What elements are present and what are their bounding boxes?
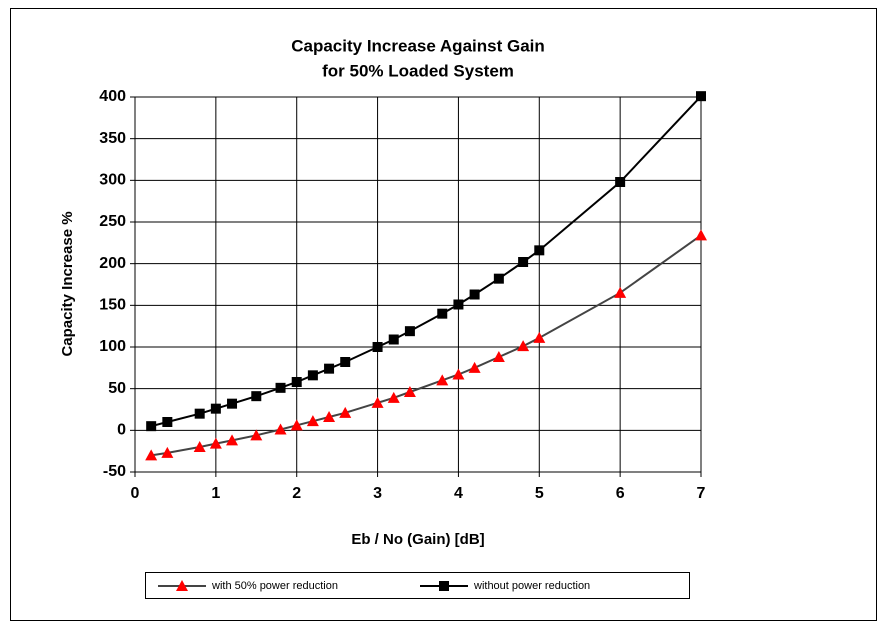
y-tick-label: 400 [99,88,126,105]
y-axis-label: Capacity Increase % [59,211,76,356]
marker [162,417,173,427]
marker [227,398,238,409]
marker [403,386,416,397]
marker [387,391,400,403]
x-tick-label: 6 [616,485,625,502]
marker [493,273,504,284]
x-tick-label: 2 [292,485,301,502]
marker [209,437,222,449]
marker [453,299,464,310]
marker [469,289,480,300]
marker [226,434,239,446]
marker [517,340,530,352]
marker [468,361,481,373]
marker [145,449,158,461]
marker [339,406,352,418]
x-tick-label: 7 [697,485,706,502]
marker [388,334,399,345]
y-tick-label: 50 [108,380,126,397]
marker [492,351,505,362]
series-line [151,234,702,457]
marker [437,308,448,319]
marker [323,411,336,422]
marker [696,91,706,102]
marker [324,363,335,374]
marker [193,441,206,452]
marker [161,446,174,458]
marker [340,357,351,367]
chart-title: Capacity Increase Against Gain [291,36,545,55]
marker [404,326,415,337]
marker [251,391,262,402]
y-tick-label: -50 [103,463,126,480]
series-line [150,95,702,428]
marker [614,286,627,298]
marker [534,245,545,256]
chart-title: for 50% Loaded System [322,61,514,80]
x-tick-label: 5 [535,485,544,502]
marker [306,415,319,427]
y-tick-label: 300 [99,172,126,189]
marker [518,257,529,267]
marker [371,396,384,408]
legend-box [145,572,690,599]
marker [274,423,287,435]
legend-label: with 50% power reduction [211,580,338,592]
marker [210,403,221,414]
x-tick-label: 3 [373,485,382,502]
y-tick-label: 100 [99,338,126,355]
marker [291,377,302,387]
marker [275,382,286,393]
plot-area [134,96,702,473]
marker [615,177,626,187]
legend-marker [439,581,449,591]
marker [436,374,449,386]
marker [194,408,205,419]
marker [695,229,707,241]
x-tick-label: 0 [131,485,140,502]
y-tick-label: 150 [99,297,126,314]
x-tick-label: 1 [211,485,220,502]
marker [307,370,318,381]
legend-label: without power reduction [473,580,590,592]
x-tick-label: 4 [454,485,463,502]
marker [533,331,546,343]
y-tick-label: 250 [99,213,126,230]
marker [250,429,263,441]
y-tick-label: 200 [99,255,126,272]
marker [452,368,465,380]
x-axis-label: Eb / No (Gain) [dB] [351,531,484,548]
marker [290,419,303,431]
y-tick-label: 350 [99,130,126,147]
marker [146,421,157,432]
legend-marker [176,580,188,591]
y-tick-label: 0 [117,422,126,439]
marker [372,342,383,352]
